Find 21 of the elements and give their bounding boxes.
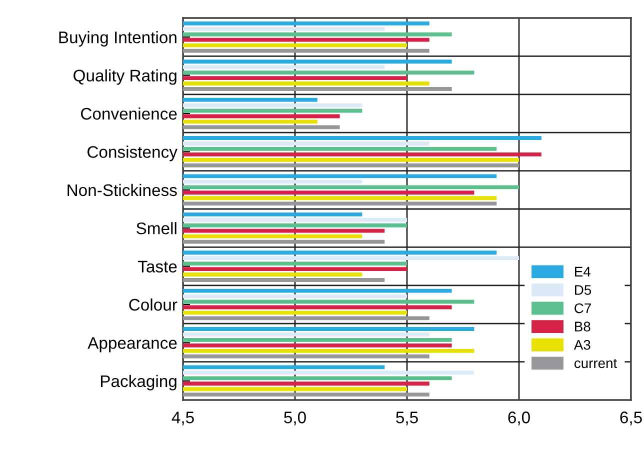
legend-label: A3	[574, 340, 590, 350]
x-tick-label: 6,0	[508, 412, 530, 426]
legend-label: D5	[575, 285, 592, 295]
y-tick-label: Taste	[138, 260, 177, 273]
x-tick-label: 6,5	[620, 412, 642, 426]
legend-label: C7	[574, 303, 591, 314]
y-tick-label: Quality Rating	[74, 69, 176, 85]
legend-label: E4	[575, 266, 590, 276]
y-tick-label: Smell	[136, 222, 176, 234]
x-tick-label: 4,5	[172, 412, 194, 426]
legend-label: current	[574, 358, 618, 368]
y-tick-label: Colour	[129, 298, 178, 311]
y-tick-label: Appearance	[88, 337, 177, 352]
x-tick-label: 5,5	[396, 412, 418, 426]
y-tick-label: Non-Stickiness	[68, 184, 177, 196]
legend-label: B8	[575, 322, 590, 332]
y-tick-label: Consistency	[88, 146, 178, 162]
y-tick-label: Convenience	[81, 107, 177, 120]
x-tick-label: 5,0	[284, 412, 306, 426]
y-tick-label: Buying Intention	[59, 31, 176, 47]
y-tick-label: Packaging	[100, 374, 176, 390]
